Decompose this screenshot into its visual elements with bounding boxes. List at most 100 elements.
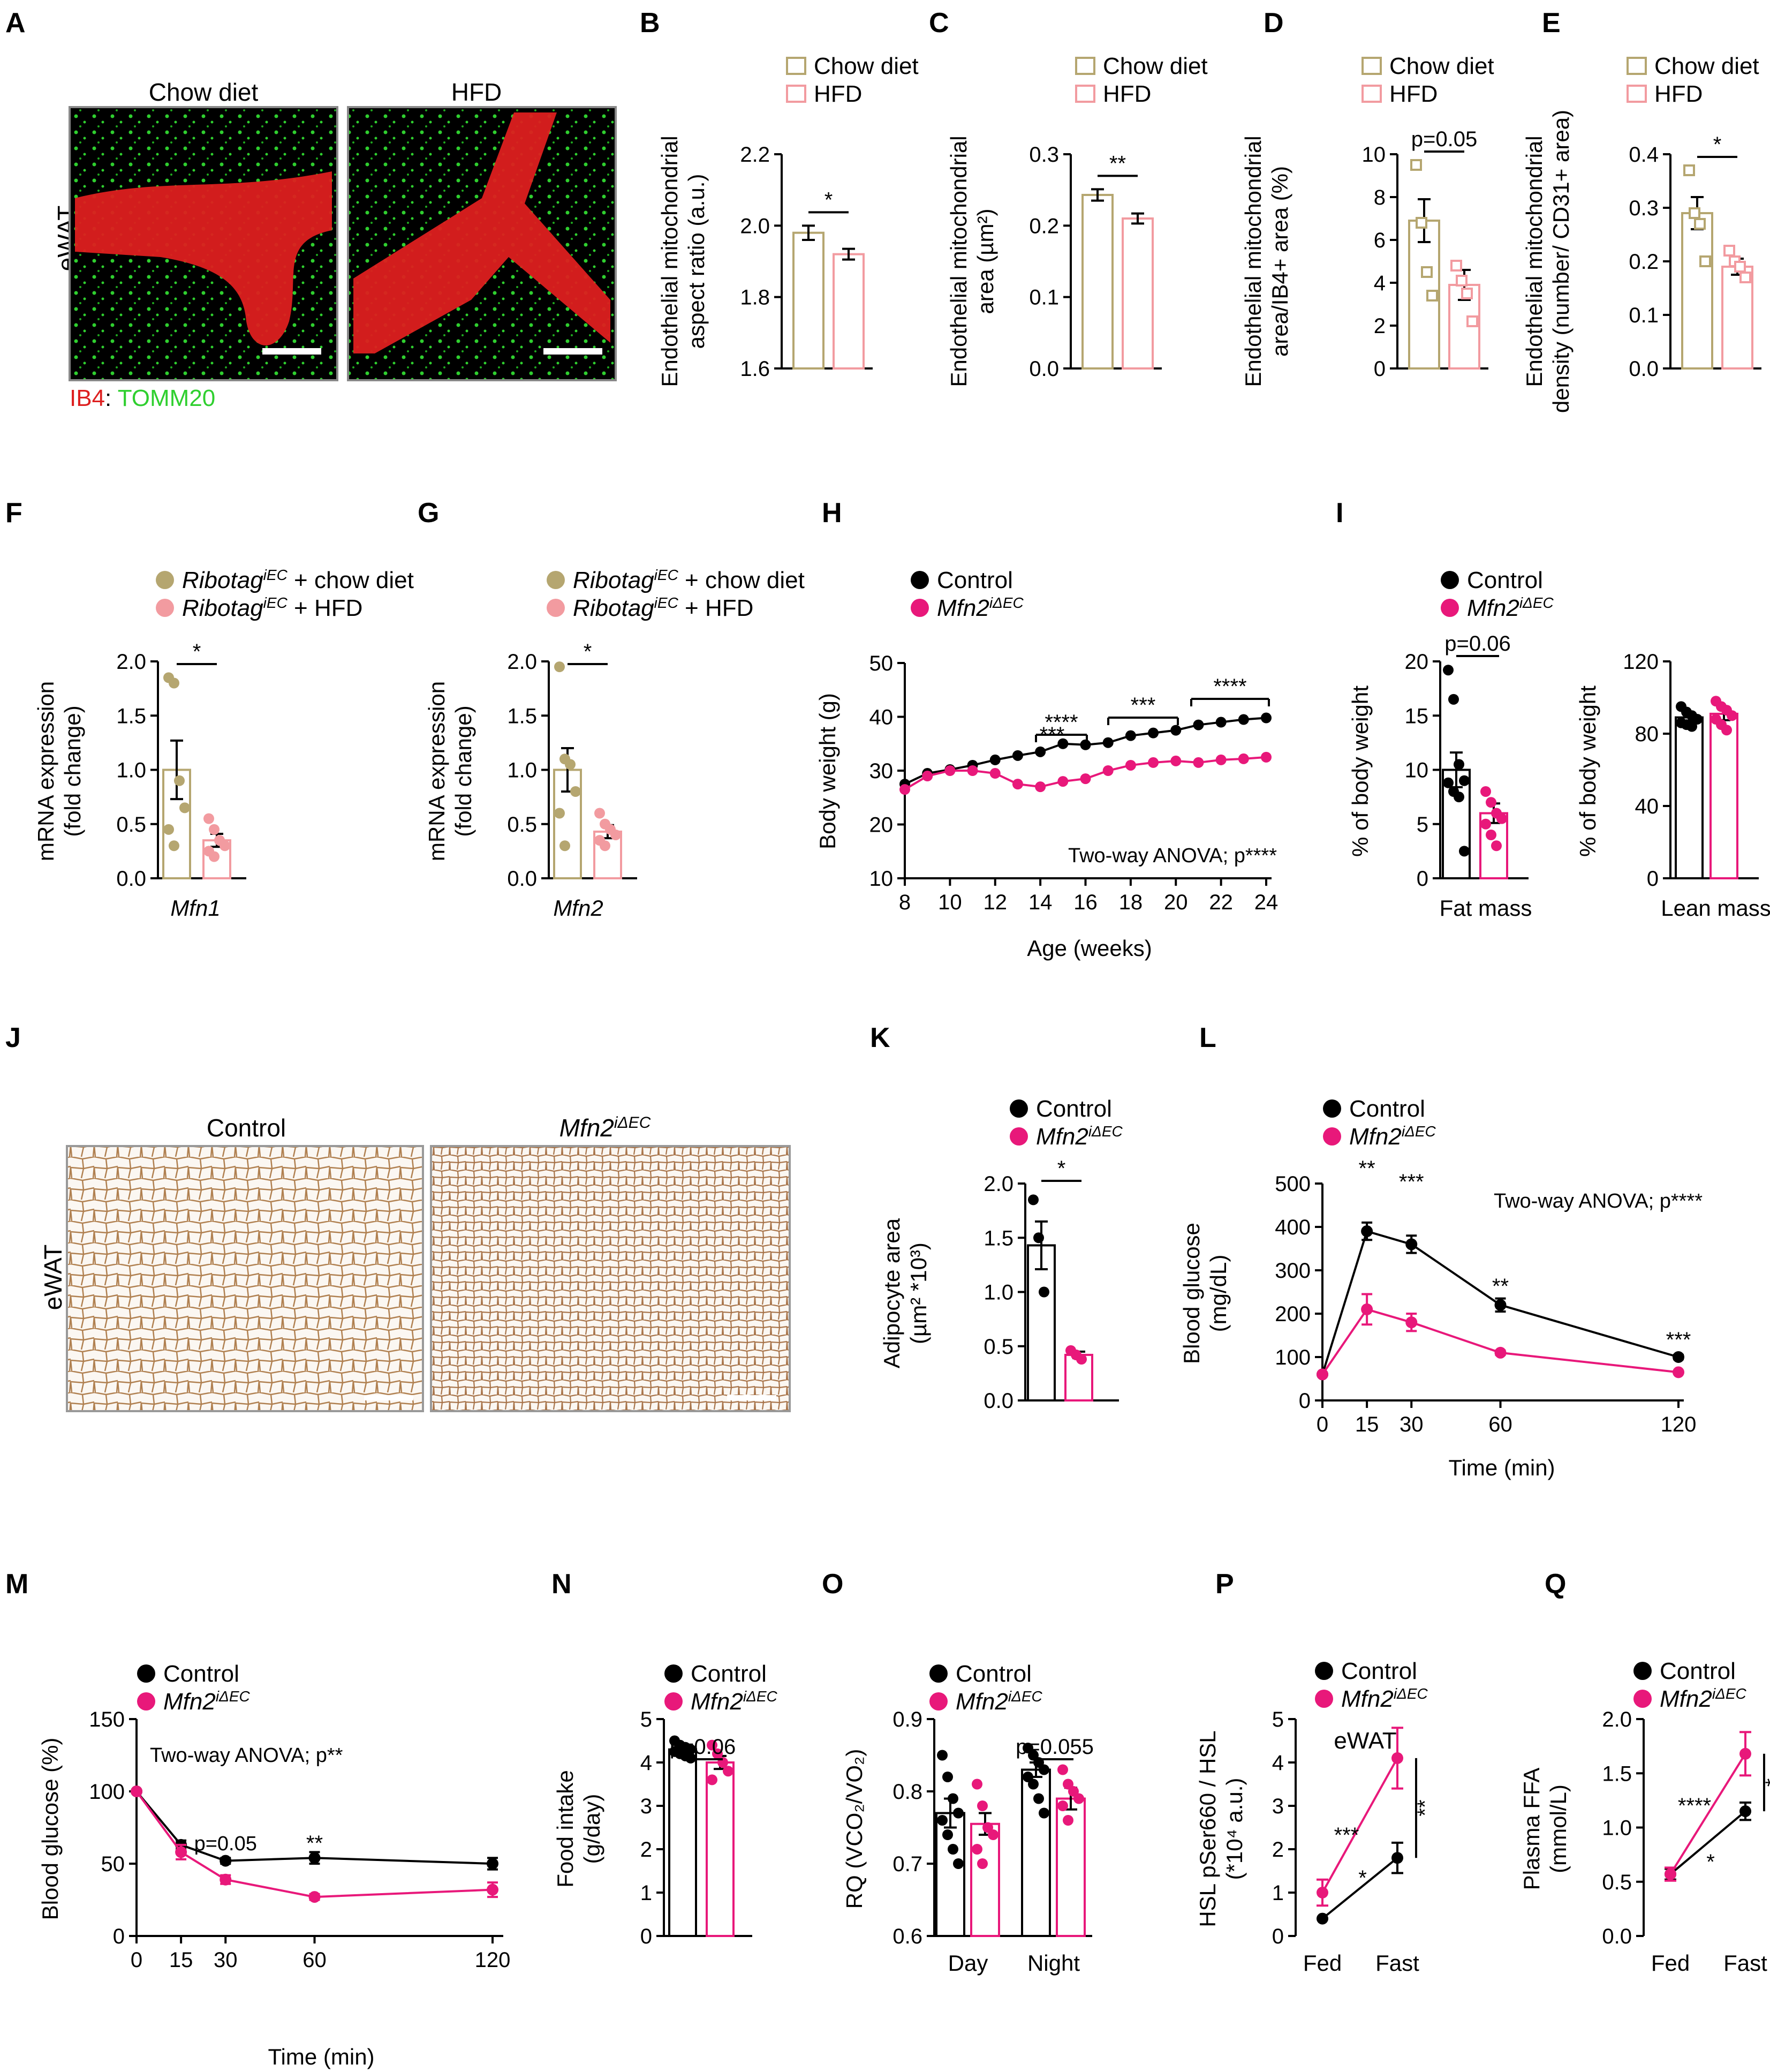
y-tick-label: 0.6 xyxy=(892,1925,922,1948)
legend-label: Chow diet xyxy=(814,53,919,79)
y-axis-label: Plasma FFA xyxy=(1519,1768,1544,1890)
y-tick-label: 2 xyxy=(1272,1838,1284,1862)
legend-italic: Ribotag xyxy=(182,595,263,621)
legend-label: Control xyxy=(1341,1658,1417,1684)
data-point xyxy=(1739,1805,1751,1818)
data-point xyxy=(565,759,576,770)
y-tick-label: 0.9 xyxy=(892,1708,922,1731)
data-point xyxy=(1391,1852,1403,1864)
data-point xyxy=(1459,846,1470,857)
data-point xyxy=(685,1752,696,1764)
y-axis-label: (mmol/L) xyxy=(1546,1784,1571,1873)
x-tick-label: 24 xyxy=(1254,891,1279,914)
data-point xyxy=(169,677,179,689)
panel-label-G: G xyxy=(418,498,439,529)
y-axis-label: RQ (VCO₂/VO₂) xyxy=(842,1749,867,1909)
legend-label: Control xyxy=(1349,1096,1425,1122)
data-point xyxy=(977,1800,988,1811)
y-tick-label: 500 xyxy=(1275,1172,1311,1196)
legend-superscript: iΔEC xyxy=(1088,1123,1123,1140)
data-point xyxy=(209,851,220,862)
y-tick-label: 100 xyxy=(89,1780,125,1804)
bar xyxy=(1710,712,1738,879)
data-point xyxy=(1456,275,1468,287)
panel-label-M: M xyxy=(5,1569,28,1600)
data-point xyxy=(1739,1747,1751,1760)
x-tick-label: 30 xyxy=(214,1948,238,1972)
series-line xyxy=(1669,1810,1746,1875)
y-axis-label: % of body weight xyxy=(1348,685,1373,857)
legend-swatch xyxy=(664,1664,683,1683)
panel-label-P: P xyxy=(1215,1569,1234,1600)
data-point xyxy=(1443,777,1454,788)
data-point xyxy=(1261,751,1272,763)
y-axis-label: Adipocyte area xyxy=(879,1218,904,1368)
stain-tomm20: TOMM20 xyxy=(118,385,216,411)
data-point xyxy=(707,1774,717,1785)
legend-swatch xyxy=(1010,1127,1028,1146)
data-point xyxy=(1028,1779,1039,1790)
data-point xyxy=(1033,1793,1044,1804)
y-tick-label: 8 xyxy=(1374,186,1386,209)
significance-label: *** xyxy=(1334,1824,1359,1847)
data-point xyxy=(600,840,610,852)
legend-swatch xyxy=(1075,85,1095,103)
y-tick-label: 80 xyxy=(1635,722,1659,746)
x-tick-label: 12 xyxy=(984,891,1008,914)
legend-swatch xyxy=(1633,1690,1652,1708)
data-point xyxy=(1443,665,1454,676)
data-point xyxy=(712,1748,723,1759)
x-category-label: Fed xyxy=(1303,1950,1342,1976)
y-axis-label: Body weight (g) xyxy=(815,693,840,849)
legend-swatch xyxy=(547,599,565,617)
series-line xyxy=(904,756,1267,790)
y-tick-label: 0.0 xyxy=(116,867,146,891)
bar xyxy=(1681,212,1713,370)
chart-title: eWAT xyxy=(1334,1728,1396,1754)
y-tick-label: 0.1 xyxy=(1629,304,1659,327)
y-tick-label: 2.0 xyxy=(116,650,146,674)
data-point xyxy=(1416,217,1427,229)
legend-superscript: iΔEC xyxy=(989,594,1024,611)
panel-label-K: K xyxy=(870,1022,890,1053)
y-tick-label: 5 xyxy=(1417,813,1428,837)
significance-label: * xyxy=(193,640,201,664)
bar xyxy=(792,231,825,370)
stat-annotation: Two-way ANOVA; p**** xyxy=(1068,845,1277,867)
data-point xyxy=(1028,1194,1039,1205)
data-point xyxy=(948,1793,958,1804)
data-point xyxy=(1699,255,1711,267)
data-point xyxy=(1035,746,1046,757)
legend-swatch xyxy=(664,1692,683,1711)
data-point xyxy=(1317,1912,1328,1925)
x-category-label: Fast xyxy=(1723,1950,1767,1976)
data-point xyxy=(1080,773,1091,785)
y-tick-label: 0.0 xyxy=(1602,1925,1632,1948)
y-tick-label: 1.5 xyxy=(1602,1762,1632,1785)
legend-swatch xyxy=(1075,57,1095,75)
data-point xyxy=(1102,765,1114,776)
stat-annotation: Two-way ANOVA; p** xyxy=(150,1744,343,1767)
panelJ-title-mfn2: Mfn2iΔEC xyxy=(559,1114,651,1142)
panel-A: A Chow diet HFD eWAT IB4: TOMM20 xyxy=(5,7,617,411)
y-tick-label: 2.0 xyxy=(507,650,537,674)
legend-rest: + chow diet xyxy=(288,567,414,593)
legend-swatch xyxy=(1315,1690,1333,1708)
y-tick-label: 0.2 xyxy=(1629,250,1659,274)
x-tick-label: 8 xyxy=(899,891,911,914)
legend-label: HFD xyxy=(1389,81,1438,107)
data-point xyxy=(1486,830,1496,840)
y-tick-label: 4 xyxy=(640,1751,652,1775)
data-point xyxy=(1405,1238,1418,1250)
data-point xyxy=(1193,719,1204,730)
legend-label: Control xyxy=(691,1661,767,1687)
data-point xyxy=(1012,750,1023,761)
y-tick-label: 2.0 xyxy=(740,214,770,238)
panelA-title-chow: Chow diet xyxy=(149,78,259,106)
y-tick-label: 1.0 xyxy=(116,759,146,782)
